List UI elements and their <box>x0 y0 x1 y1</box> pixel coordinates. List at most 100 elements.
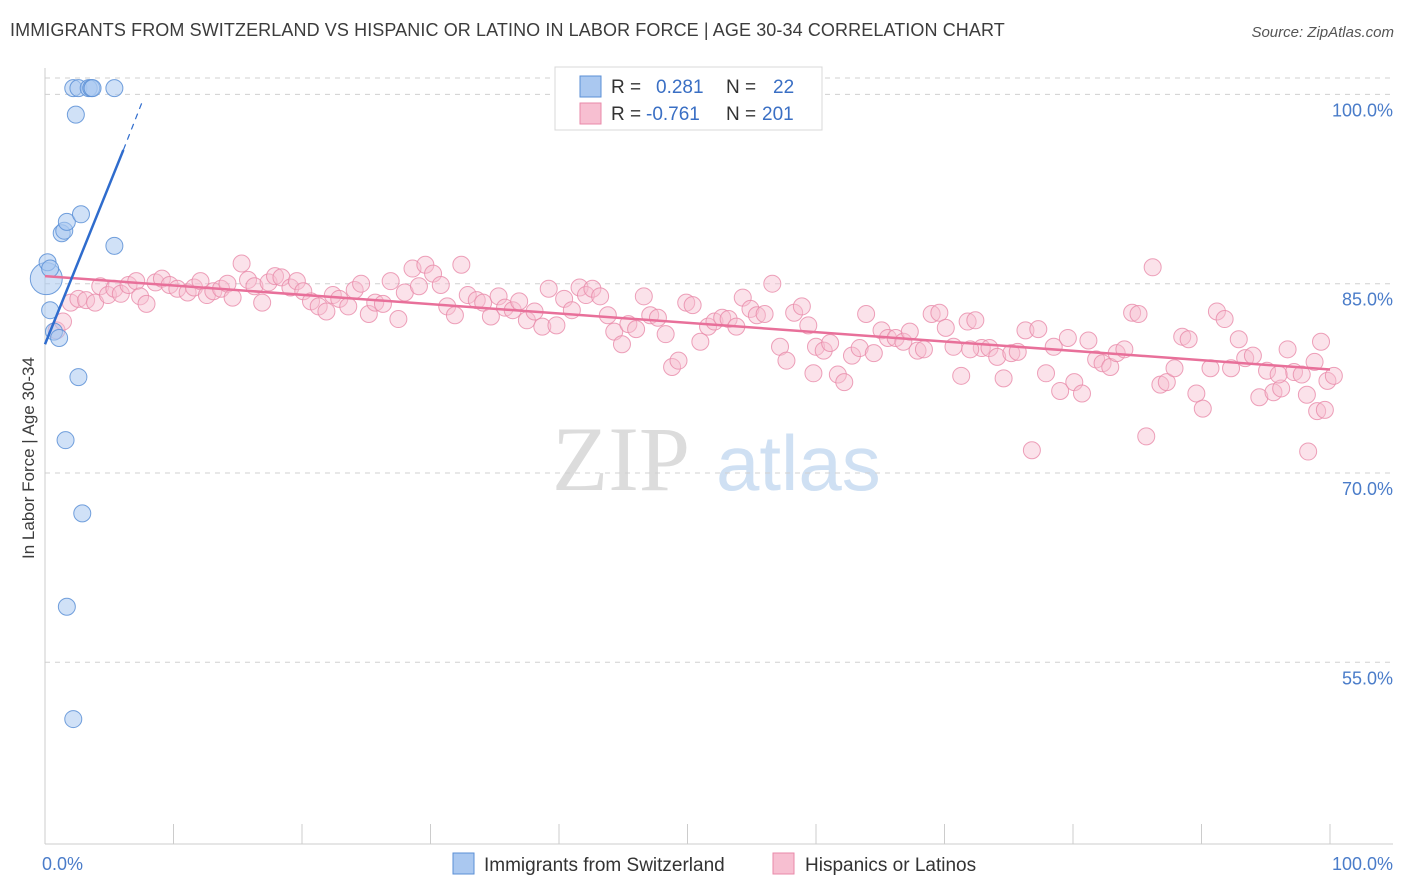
switzerland-trend-extension <box>122 100 144 151</box>
hispanic-point <box>445 306 464 325</box>
hispanic-point <box>152 269 171 288</box>
hispanic-point <box>936 318 955 337</box>
hispanic-point <box>137 294 156 313</box>
hispanic-point <box>1278 340 1297 359</box>
watermark-zip: ZIP <box>552 408 690 510</box>
hispanic-point <box>1123 303 1142 322</box>
hispanic-point <box>539 279 558 298</box>
hispanic-point <box>381 272 400 291</box>
hispanic-point <box>131 287 150 306</box>
bottom-legend-switzerland: Immigrants from Switzerland <box>484 855 725 876</box>
hispanic-point <box>683 296 702 315</box>
hispanic-point <box>814 341 833 360</box>
hispanic-point <box>908 341 927 360</box>
chart-title: IMMIGRANTS FROM SWITZERLAND VS HISPANIC … <box>10 20 1005 40</box>
switzerland-point <box>105 236 124 255</box>
hispanic-point <box>1016 321 1035 340</box>
hispanic-point <box>69 289 88 308</box>
switzerland-point <box>69 368 88 387</box>
hispanic-point <box>792 297 811 316</box>
hispanic-point <box>1269 365 1288 384</box>
hispanic-point <box>988 347 1007 366</box>
hispanic-point <box>317 302 336 321</box>
hispanic-point <box>583 279 602 298</box>
gridlines <box>45 77 1393 663</box>
bottom-legend-pink-swatch <box>772 852 795 875</box>
switzerland-point <box>83 79 102 98</box>
y-tick-label: 85.0% <box>1342 290 1393 310</box>
hispanic-point <box>691 332 710 351</box>
hispanic-point <box>1292 365 1311 384</box>
hispanic-point <box>777 351 796 370</box>
hispanic-point <box>741 299 760 318</box>
hispanic-point <box>352 274 371 293</box>
x-tick-label-min: 0.0% <box>42 854 83 874</box>
hispanic-point <box>958 312 977 331</box>
hispanic-point <box>1137 427 1156 446</box>
hispanic-point <box>961 340 980 359</box>
hispanic-point <box>747 306 766 325</box>
hispanic-point <box>1129 304 1148 323</box>
hispanic-point <box>914 340 933 359</box>
legend-n-label-1: N = <box>726 77 756 98</box>
legend-r-label-2: R = <box>611 104 641 125</box>
legend-n-value-1: 22 <box>773 77 794 98</box>
switzerland-point <box>41 259 60 278</box>
legend-r-label-1: R = <box>611 77 641 98</box>
hispanic-point <box>835 373 854 392</box>
y-axis-label: In Labor Force | Age 30-34 <box>19 357 38 559</box>
hispanic-point <box>1250 388 1269 407</box>
hispanic-point <box>1143 258 1162 277</box>
hispanic-point <box>821 334 840 353</box>
hispanic-point <box>1297 385 1316 404</box>
legend-n-label-2: N = <box>726 104 756 125</box>
hispanic-point <box>669 351 688 370</box>
hispanic-point <box>1299 442 1318 461</box>
hispanic-point <box>458 286 477 305</box>
hispanic-point <box>1315 400 1334 419</box>
hispanic-point <box>1272 379 1291 398</box>
switzerland-point <box>50 328 69 347</box>
legend-blue-swatch <box>579 75 602 98</box>
hispanic-point <box>1229 330 1248 349</box>
hispanic-point <box>842 346 861 365</box>
hispanic-point <box>591 287 610 306</box>
hispanic-point <box>1187 384 1206 403</box>
hispanic-point <box>409 277 428 296</box>
hispanic-point <box>1308 402 1327 421</box>
hispanic-point <box>1222 359 1241 378</box>
axes: 100.0% 85.0% 70.0% 55.0% 0.0% 100.0% <box>42 68 1393 874</box>
hispanic-point <box>366 293 385 312</box>
switzerland-point <box>66 105 85 124</box>
hispanic-point <box>266 267 285 286</box>
switzerland-point <box>64 710 83 729</box>
hispanic-point <box>1305 352 1324 371</box>
hispanic-point <box>339 297 358 316</box>
switzerland-point <box>57 212 76 231</box>
hispanic-point <box>1044 337 1063 356</box>
hispanic-trend-line <box>44 274 1331 371</box>
bottom-legend: Immigrants from Switzerland Hispanics or… <box>452 852 976 876</box>
x-tick-label-max: 100.0% <box>1332 854 1393 874</box>
hispanic-point <box>1179 330 1198 349</box>
hispanic-point <box>648 308 667 327</box>
hispanic-point <box>857 304 876 323</box>
hispanic-point <box>719 310 738 329</box>
hispanic-point <box>799 316 818 335</box>
legend-n-value-2: 201 <box>762 104 794 125</box>
switzerland-point <box>105 79 124 98</box>
hispanic-point <box>763 274 782 293</box>
hispanic-point <box>1029 320 1048 339</box>
hispanic-point <box>1324 366 1343 385</box>
switzerland-points <box>29 79 124 729</box>
hispanic-point <box>1157 373 1176 392</box>
hispanic-point <box>489 287 508 306</box>
hispanic-point <box>1072 384 1091 403</box>
hispanic-point <box>922 304 941 323</box>
trend-lines <box>43 100 1331 371</box>
hispanic-point <box>1193 399 1212 418</box>
switzerland-point <box>57 597 76 616</box>
hispanic-point <box>576 286 595 305</box>
hispanic-point <box>510 292 529 311</box>
